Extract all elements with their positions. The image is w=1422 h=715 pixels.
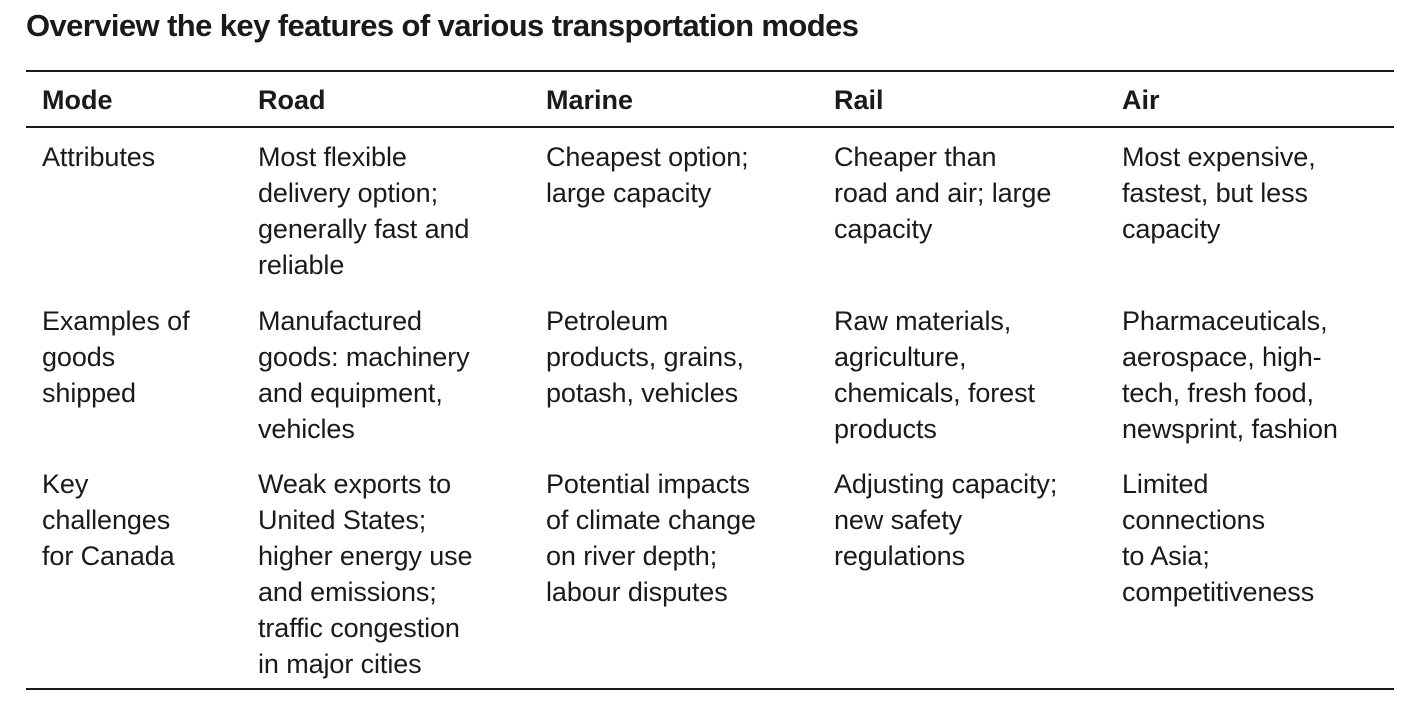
cell-attributes-marine: Cheapest option; large capacity xyxy=(546,142,749,208)
header-rail: Rail xyxy=(834,85,884,115)
table-bottom-rule xyxy=(26,688,1394,690)
cell-examples-rail: Raw materials, agriculture, chemicals, f… xyxy=(834,306,1035,444)
cell-attributes-air: Most expensive, fastest, but less capaci… xyxy=(1122,142,1316,244)
table-title: Overview the key features of various tra… xyxy=(26,8,859,43)
cell-examples-road: Manufactured goods: machinery and equipm… xyxy=(258,306,470,444)
header-road: Road xyxy=(258,85,326,115)
row-label-examples: Examples of goods shipped xyxy=(42,306,190,408)
table-top-rule xyxy=(26,70,1394,72)
header-air: Air xyxy=(1122,85,1160,115)
cell-examples-air: Pharmaceuticals, aerospace, high- tech, … xyxy=(1122,306,1338,444)
cell-challenges-road: Weak exports to United States; higher en… xyxy=(258,469,473,679)
header-mode: Mode xyxy=(42,85,113,115)
cell-challenges-marine: Potential impacts of climate change on r… xyxy=(546,469,756,607)
cell-challenges-air: Limited connections to Asia; competitive… xyxy=(1122,469,1315,607)
cell-attributes-rail: Cheaper than road and air; large capacit… xyxy=(834,142,1052,244)
cell-examples-marine: Petroleum products, grains, potash, vehi… xyxy=(546,306,744,408)
table-header-rule xyxy=(26,126,1394,128)
cell-challenges-rail: Adjusting capacity; new safety regulatio… xyxy=(834,469,1058,571)
row-label-challenges: Key challenges for Canada xyxy=(42,469,175,571)
header-marine: Marine xyxy=(546,85,634,115)
row-label-attributes: Attributes xyxy=(42,142,156,172)
cell-attributes-road: Most flexible delivery option; generally… xyxy=(258,142,470,280)
